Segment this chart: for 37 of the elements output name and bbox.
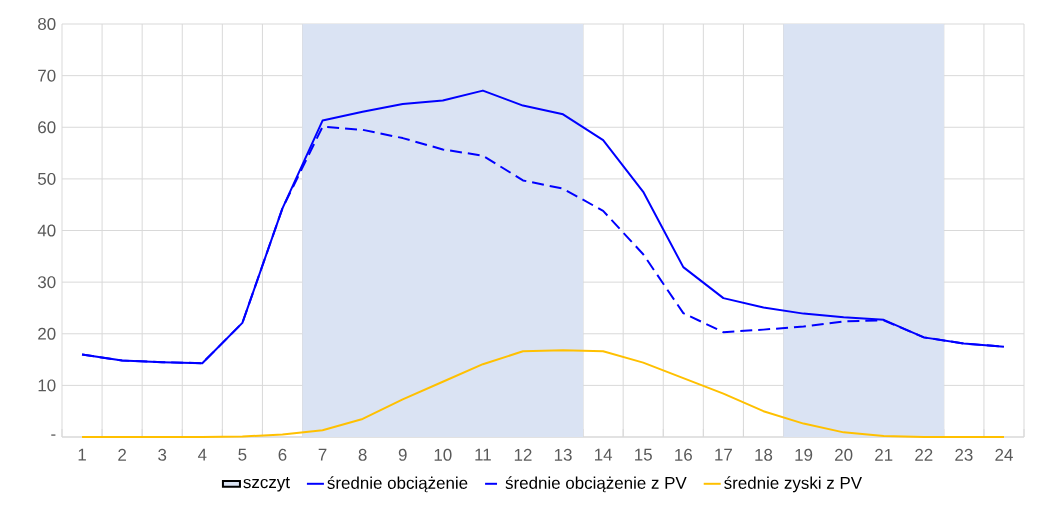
x-tick-label: 11	[475, 448, 491, 461]
legend-label: średnie obciążenie z PV	[505, 476, 687, 493]
legend-label: średnie zyski z PV	[724, 476, 862, 493]
x-tick-label: 18	[755, 448, 773, 461]
x-tick-label: 10	[434, 448, 452, 461]
y-tick-label: 70	[38, 69, 56, 82]
legend-label: szczyt	[243, 477, 290, 492]
legend-label: średnie obciążenie	[327, 476, 468, 493]
x-tick-label: 19	[795, 448, 813, 461]
x-tick-label: 24	[995, 448, 1013, 461]
x-tick-label: 14	[595, 448, 613, 461]
x-tick-label: 15	[635, 448, 652, 461]
x-tick-label: 21	[875, 448, 893, 461]
y-tick-label: 20	[38, 327, 56, 340]
x-tick-label: 17	[715, 448, 732, 461]
x-tick-label: 22	[915, 448, 933, 461]
x-tick-label: 3	[158, 448, 167, 461]
x-tick-label: 1	[78, 448, 86, 461]
x-tick-label: 12	[514, 448, 532, 461]
x-tick-label: 4	[197, 448, 207, 461]
y-tick-label: 10	[38, 379, 56, 392]
x-tick-label: 23	[955, 448, 973, 461]
y-tick-label: 60	[38, 121, 56, 134]
x-tick-label: 8	[358, 448, 367, 461]
y-tick-label: 50	[37, 172, 56, 185]
x-tick-label: 20	[835, 448, 853, 461]
y-tick-label: 80	[38, 18, 56, 31]
x-tick-label: 13	[554, 448, 572, 461]
y-tick-label: -	[51, 434, 56, 436]
x-tick-label: 7	[318, 448, 327, 461]
x-tick-label: 5	[238, 448, 247, 461]
x-tick-label: 2	[118, 448, 126, 461]
x-tick-label: 16	[675, 448, 692, 461]
y-tick-label: 40	[37, 224, 56, 237]
x-tick-label: 9	[398, 448, 407, 461]
x-tick-label: 6	[278, 448, 287, 461]
y-tick-label: 30	[37, 276, 56, 289]
